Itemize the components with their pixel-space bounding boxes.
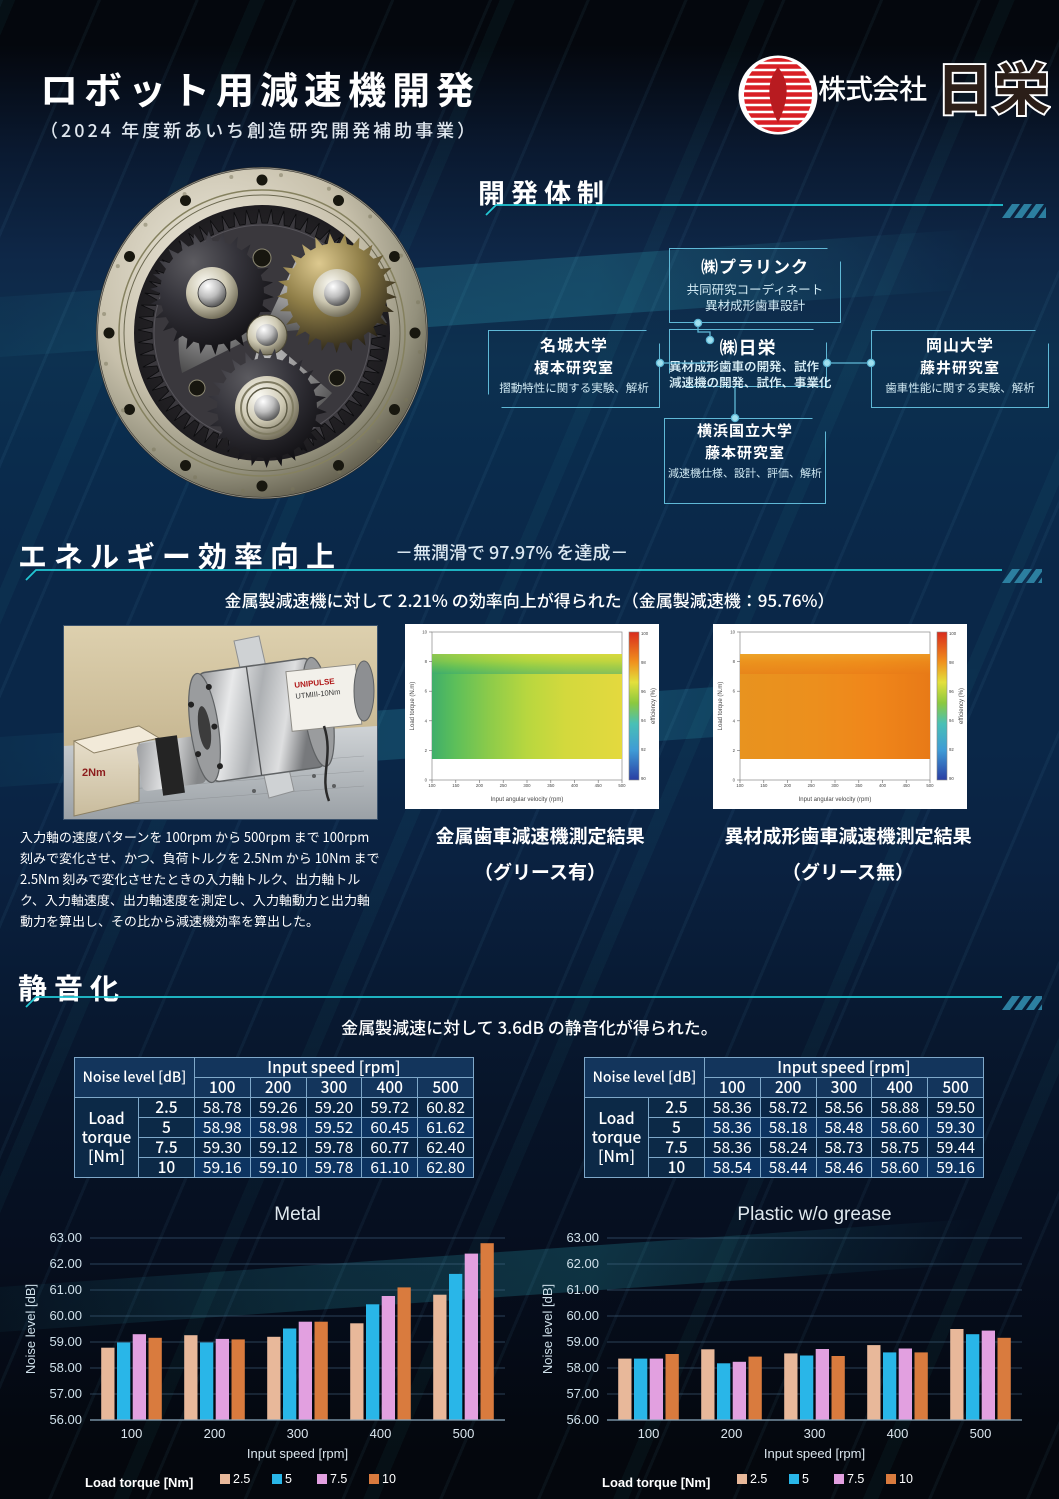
svg-text:10: 10	[730, 630, 735, 635]
svg-text:400: 400	[571, 783, 579, 788]
svg-text:200: 200	[784, 783, 792, 788]
svg-text:100: 100	[121, 1426, 143, 1441]
svg-text:90: 90	[949, 776, 954, 781]
svg-text:Load torque (N.m): Load torque (N.m)	[718, 682, 724, 731]
svg-text:7.5: 7.5	[847, 1472, 864, 1486]
svg-text:300: 300	[523, 783, 531, 788]
svg-text:350: 350	[547, 783, 555, 788]
svg-text:61.00: 61.00	[49, 1282, 82, 1297]
svg-text:58.00: 58.00	[49, 1360, 82, 1375]
svg-text:90: 90	[641, 776, 646, 781]
svg-text:400: 400	[370, 1426, 392, 1441]
svg-text:500: 500	[618, 783, 626, 788]
svg-text:63.00: 63.00	[566, 1230, 599, 1245]
svg-text:300: 300	[831, 783, 839, 788]
svg-text:200: 200	[476, 783, 484, 788]
svg-text:57.00: 57.00	[49, 1386, 82, 1401]
svg-text:2Nm: 2Nm	[82, 767, 106, 779]
svg-text:10: 10	[899, 1472, 913, 1486]
svg-text:60.00: 60.00	[566, 1308, 599, 1323]
svg-text:100: 100	[428, 783, 436, 788]
svg-text:62.00: 62.00	[49, 1256, 82, 1271]
svg-text:59.00: 59.00	[49, 1334, 82, 1349]
svg-text:92: 92	[641, 747, 646, 752]
svg-text:450: 450	[595, 783, 603, 788]
svg-text:300: 300	[804, 1426, 826, 1441]
svg-text:450: 450	[903, 783, 911, 788]
svg-text:Plastic w/o grease: Plastic w/o grease	[737, 1204, 891, 1225]
svg-text:Input speed [rpm]: Input speed [rpm]	[247, 1446, 348, 1461]
svg-text:Load torque (N.m): Load torque (N.m)	[410, 682, 416, 731]
svg-text:92: 92	[949, 747, 954, 752]
svg-text:59.00: 59.00	[566, 1334, 599, 1349]
svg-text:100: 100	[641, 631, 649, 636]
svg-text:100: 100	[638, 1426, 660, 1441]
svg-text:500: 500	[453, 1426, 475, 1441]
svg-text:96: 96	[641, 689, 646, 694]
svg-text:Metal: Metal	[274, 1204, 320, 1225]
svg-text:500: 500	[926, 783, 934, 788]
svg-text:94: 94	[641, 718, 646, 723]
svg-text:500: 500	[970, 1426, 992, 1441]
svg-text:250: 250	[500, 783, 508, 788]
svg-text:10: 10	[382, 1472, 396, 1486]
svg-text:150: 150	[452, 783, 460, 788]
svg-text:5: 5	[285, 1472, 292, 1486]
svg-text:efficiency (%): efficiency (%)	[651, 688, 657, 724]
svg-text:63.00: 63.00	[49, 1230, 82, 1245]
svg-text:Noise level [dB]: Noise level [dB]	[23, 1284, 38, 1374]
svg-text:96: 96	[949, 689, 954, 694]
svg-text:Input angular velocity (rpm): Input angular velocity (rpm)	[491, 797, 564, 803]
svg-text:98: 98	[641, 660, 646, 665]
svg-text:Load torque [Nm]: Load torque [Nm]	[602, 1475, 710, 1490]
svg-text:200: 200	[721, 1426, 743, 1441]
svg-text:56.00: 56.00	[566, 1412, 599, 1427]
svg-text:7.5: 7.5	[330, 1472, 347, 1486]
svg-text:400: 400	[879, 783, 887, 788]
svg-text:150: 150	[760, 783, 768, 788]
svg-text:300: 300	[287, 1426, 309, 1441]
svg-text:10: 10	[422, 630, 427, 635]
svg-text:Input angular velocity (rpm): Input angular velocity (rpm)	[799, 797, 872, 803]
svg-text:400: 400	[887, 1426, 909, 1441]
svg-text:62.00: 62.00	[566, 1256, 599, 1271]
svg-text:350: 350	[855, 783, 863, 788]
svg-text:58.00: 58.00	[566, 1360, 599, 1375]
svg-text:Noise level [dB]: Noise level [dB]	[540, 1284, 555, 1374]
svg-text:5: 5	[802, 1472, 809, 1486]
svg-text:日栄: 日栄	[936, 51, 1050, 127]
svg-text:94: 94	[949, 718, 954, 723]
svg-text:2.5: 2.5	[233, 1472, 250, 1486]
svg-text:57.00: 57.00	[566, 1386, 599, 1401]
svg-text:2.5: 2.5	[750, 1472, 767, 1486]
svg-text:61.00: 61.00	[566, 1282, 599, 1297]
svg-text:efficiency (%): efficiency (%)	[959, 688, 965, 724]
svg-text:200: 200	[204, 1426, 226, 1441]
svg-text:Input speed [rpm]: Input speed [rpm]	[764, 1446, 865, 1461]
svg-text:Load torque [Nm]: Load torque [Nm]	[85, 1475, 193, 1490]
svg-text:56.00: 56.00	[49, 1412, 82, 1427]
svg-text:98: 98	[949, 660, 954, 665]
svg-text:100: 100	[949, 631, 957, 636]
svg-text:60.00: 60.00	[49, 1308, 82, 1323]
svg-text:250: 250	[808, 783, 816, 788]
svg-text:100: 100	[736, 783, 744, 788]
